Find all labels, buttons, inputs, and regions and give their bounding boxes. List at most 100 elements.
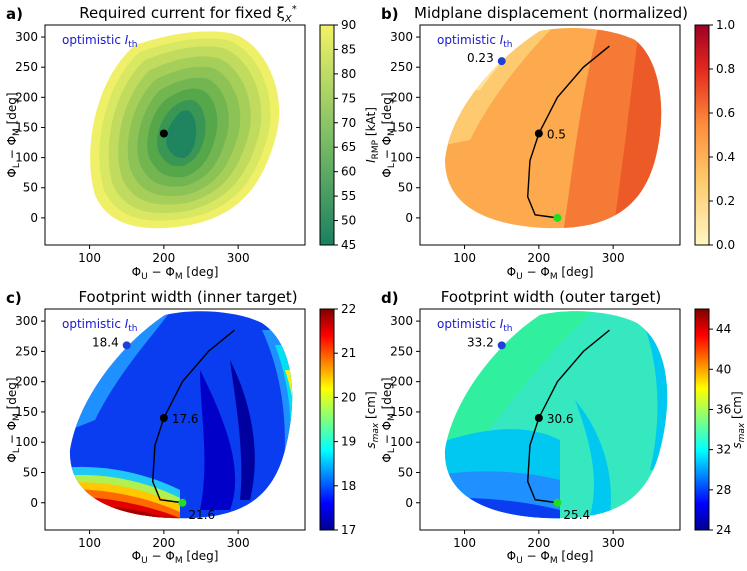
panel-c-path <box>152 329 235 504</box>
x-tick-label: 300 <box>602 251 625 265</box>
colorbar-tick-label: 0.2 <box>716 194 735 208</box>
panel-a-contours <box>90 31 280 229</box>
panel-a-colorbar-label: IRMP [kAt] <box>364 107 381 163</box>
marker-label: 30.6 <box>547 412 574 426</box>
panel-b-contours <box>445 28 662 229</box>
panel-b-colorbar <box>694 24 710 246</box>
y-tick-label: 250 <box>15 60 38 74</box>
panel-a: a) Required current for fixed ξX* optimi… <box>5 4 381 282</box>
panel-c-colorbar-label: smax [cm] <box>364 391 381 448</box>
panel-c-colorbar <box>319 308 335 531</box>
y-tick-label: 150 <box>390 405 413 419</box>
y-tick-label: 150 <box>15 120 38 134</box>
x-tick-label: 200 <box>152 251 175 265</box>
x-tick-label: 100 <box>453 251 476 265</box>
x-tick-label: 300 <box>602 536 625 550</box>
panel-b-markers: 0.23 0.5 <box>467 51 566 222</box>
y-tick-label: 200 <box>15 90 38 104</box>
y-tick-label: 100 <box>390 435 413 449</box>
colorbar-tick-label: 85 <box>341 42 356 56</box>
y-tick-label: 50 <box>398 181 413 195</box>
y-tick-label: 0 <box>30 211 38 225</box>
marker-green <box>178 498 187 507</box>
x-tick-label: 300 <box>227 251 250 265</box>
panel-b: b) Midplane displacement (normalized) 0.… <box>380 4 735 282</box>
marker-label: 0.5 <box>547 127 566 141</box>
y-tick-label: 150 <box>390 120 413 134</box>
panel-c: c) Footprint width (inner target) 18.4 17… <box>5 288 381 566</box>
marker-label: 33.2 <box>467 335 494 349</box>
panel-c-xlabel: ΦU − ΦM [deg] <box>132 549 219 566</box>
panel-a-colorbar-ticks: 45 50 55 60 65 70 75 80 85 90 <box>334 18 356 252</box>
panel-a-colorbar <box>319 24 335 246</box>
panel-b-ylabel: ΦL − ΦM [deg] <box>380 92 397 177</box>
colorbar-tick-label: 0.0 <box>716 238 735 252</box>
x-tick-label: 200 <box>527 536 550 550</box>
colorbar-tick-label: 0.4 <box>716 150 735 164</box>
y-tick-label: 300 <box>15 314 38 328</box>
marker-label: 25.4 <box>563 508 590 522</box>
marker-black <box>159 129 168 138</box>
panel-d-markers: 33.2 30.6 25.4 <box>467 335 590 521</box>
x-tick-label: 200 <box>527 251 550 265</box>
colorbar-tick-label: 90 <box>341 18 356 32</box>
colorbar-tick-label: 1.0 <box>716 18 735 32</box>
colorbar-tick-label: 55 <box>341 189 356 203</box>
marker-blue <box>497 57 506 66</box>
colorbar-tick-label: 50 <box>341 214 356 228</box>
marker-label: 18.4 <box>92 335 119 349</box>
colorbar-tick-label: 0.8 <box>716 62 735 76</box>
y-tick-label: 0 <box>405 496 413 510</box>
y-tick-label: 100 <box>15 435 38 449</box>
panel-d-xlabel: ΦU − ΦM [deg] <box>507 549 594 566</box>
y-tick-label: 200 <box>15 375 38 389</box>
y-tick-label: 250 <box>390 344 413 358</box>
y-tick-label: 150 <box>15 405 38 419</box>
colorbar-tick-label: 44 <box>716 322 731 336</box>
y-tick-label: 100 <box>390 151 413 165</box>
y-tick-label: 200 <box>390 90 413 104</box>
colorbar-tick-label: 20 <box>341 390 356 404</box>
panel-d-colorbar-label: smax [cm] <box>730 391 747 448</box>
y-tick-label: 250 <box>390 60 413 74</box>
y-tick-label: 300 <box>15 30 38 44</box>
panel-c-title: Footprint width (inner target) <box>78 288 297 306</box>
colorbar-tick-label: 21 <box>341 346 356 360</box>
marker-blue <box>497 341 506 350</box>
panel-d-annotation: optimistic Ith <box>437 317 513 334</box>
x-tick-label: 300 <box>227 536 250 550</box>
colorbar-tick-label: 80 <box>341 67 356 81</box>
colorbar-tick-label: 36 <box>716 402 731 416</box>
y-tick-label: 50 <box>398 465 413 479</box>
colorbar-tick-label: 70 <box>341 116 356 130</box>
y-tick-label: 0 <box>405 211 413 225</box>
colorbar-tick-label: 65 <box>341 140 356 154</box>
y-tick-label: 50 <box>23 181 38 195</box>
y-tick-label: 300 <box>390 314 413 328</box>
y-tick-label: 250 <box>15 344 38 358</box>
marker-label: 21.6 <box>188 508 215 522</box>
x-tick-label: 100 <box>78 536 101 550</box>
y-tick-label: 50 <box>23 465 38 479</box>
colorbar-tick-label: 60 <box>341 165 356 179</box>
colorbar-tick-label: 24 <box>716 523 731 537</box>
marker-label: 17.6 <box>172 412 199 426</box>
panel-d-letter: d) <box>381 289 399 307</box>
panel-a-title: Required current for fixed ξX* <box>79 4 296 25</box>
colorbar-tick-label: 19 <box>341 435 356 449</box>
panel-b-letter: b) <box>381 5 399 23</box>
marker-black <box>159 413 168 422</box>
marker-green <box>553 213 562 222</box>
colorbar-tick-label: 32 <box>716 443 731 457</box>
panel-b-annotation: optimistic Ith <box>437 33 513 50</box>
y-tick-label: 0 <box>30 496 38 510</box>
panel-d: d) Footprint width (outer target) 33.2 30… <box>380 288 747 566</box>
marker-label: 0.23 <box>467 51 494 65</box>
panel-c-colorbar-ticks: 17 18 19 20 21 22 <box>334 302 356 537</box>
panel-b-colorbar-ticks: 0.0 0.2 0.4 0.6 0.8 1.0 <box>709 18 735 252</box>
panel-d-title: Footprint width (outer target) <box>441 288 662 306</box>
marker-blue <box>122 341 131 350</box>
panel-c-axes: 100 200 300 0 50 100 150 200 250 300 <box>15 314 250 550</box>
x-tick-label: 100 <box>78 251 101 265</box>
